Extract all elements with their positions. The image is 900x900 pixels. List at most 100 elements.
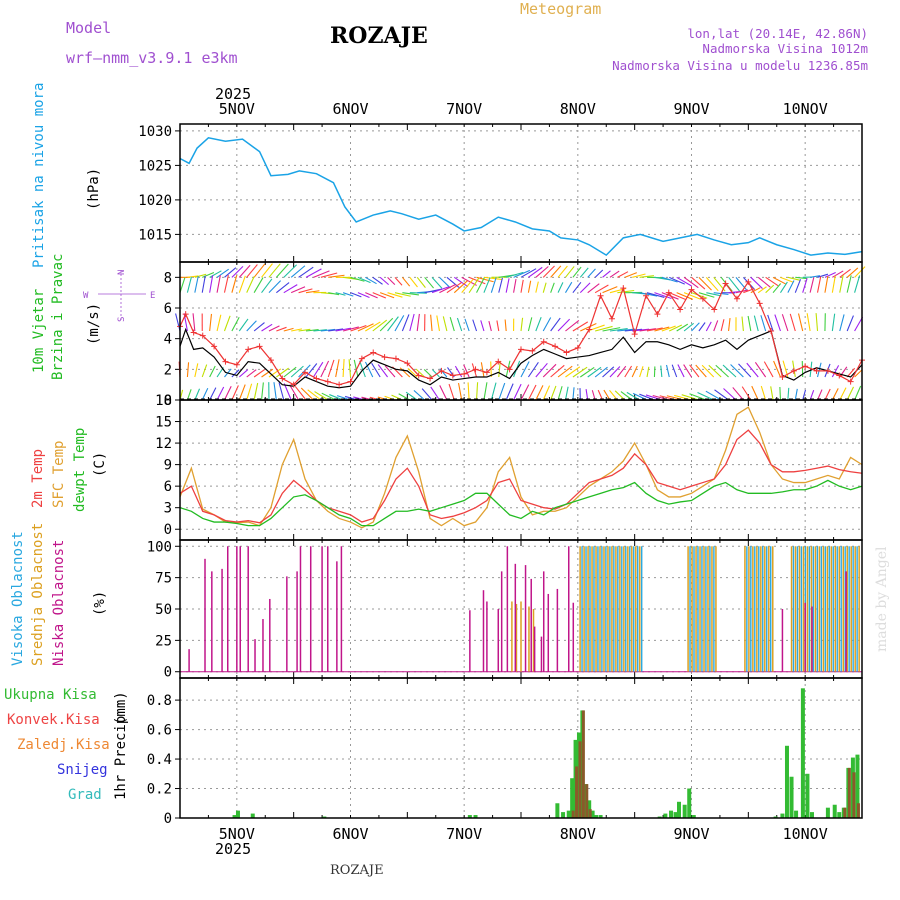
wind-barb [528, 266, 543, 278]
y-tick-label: 25 [155, 633, 172, 649]
model-name: wrf—nmm_v3.9.1 e3km [66, 49, 238, 67]
gust-point [847, 378, 854, 385]
wind-barb [194, 363, 199, 378]
precip-total-bar [805, 773, 810, 818]
y-tick-label: 0.4 [147, 752, 172, 768]
wind-barb [187, 275, 199, 278]
wind-barb [342, 359, 345, 378]
wind-barb [631, 365, 638, 378]
wind-barb [498, 277, 503, 293]
wind-barb [624, 272, 637, 278]
gust-point [381, 354, 388, 361]
wind-barb [691, 276, 706, 290]
bottom-day-label: 7NOV [446, 825, 482, 843]
wind-barb [276, 326, 287, 332]
wind-barb [824, 272, 836, 278]
wind-barb [261, 368, 274, 378]
wind-barb [453, 280, 468, 294]
wind-barb [194, 276, 199, 293]
pressure-line [179, 136, 863, 257]
credit-watermark: made by Angel [874, 546, 890, 652]
wind-barb [639, 366, 644, 378]
wind-barb [770, 386, 774, 401]
wind-barb [327, 359, 335, 378]
wind-barb [496, 320, 500, 332]
wind-barb [261, 278, 273, 293]
wind-barb [268, 280, 282, 294]
wind-barb [342, 326, 359, 332]
wind-barb [765, 284, 775, 294]
wind-barb [448, 383, 455, 401]
wind-barb [201, 275, 206, 293]
wind-barb [431, 276, 443, 289]
y-tick-label: 1030 [138, 124, 172, 140]
wind-barb [421, 388, 433, 401]
y-tick-label: 2 [164, 362, 172, 378]
wind-barb [697, 392, 714, 401]
wind-barb [401, 314, 410, 332]
wind-barb [328, 274, 345, 278]
wind-barb [209, 313, 213, 332]
wind-barb [587, 366, 602, 378]
wind-barb [401, 276, 411, 287]
wind-barb [520, 279, 524, 293]
wind-barb [432, 369, 440, 378]
gust-point [449, 372, 456, 379]
wind-barb [353, 359, 359, 378]
precip-total-bar [570, 778, 575, 818]
wind-barb [313, 329, 327, 332]
wind-barb [490, 382, 497, 401]
gust-point [506, 366, 513, 373]
bottom-day-label: 9NOV [673, 825, 709, 843]
precip-total-bar [250, 813, 255, 818]
compass-w: W [83, 291, 89, 301]
y-tick-label: 8 [164, 270, 172, 286]
wind-barb [480, 362, 485, 378]
wind-barb [676, 323, 689, 332]
precip-total-bar [687, 788, 692, 818]
wind-barb [772, 283, 782, 294]
wind-barb [760, 385, 767, 401]
panels: 1015102010251030024680369121518025507510… [138, 123, 866, 827]
wind-barb [348, 359, 352, 378]
wind-barb [854, 369, 863, 378]
wind-barb [839, 275, 844, 293]
wind-barb [290, 265, 306, 278]
wind-barb [750, 276, 763, 289]
wind-barb [335, 359, 340, 378]
wind-barb [542, 317, 552, 332]
wind-barb [305, 268, 322, 278]
wind-barb [542, 265, 555, 278]
precip-total-bar [794, 810, 799, 818]
meteogram-title: Meteogram [520, 0, 601, 18]
wind-barb [714, 389, 729, 401]
wind-barb [572, 321, 589, 332]
wind-barb [741, 316, 744, 332]
wind-barb [504, 319, 507, 332]
wind-barb [246, 320, 257, 332]
wind-barb [476, 277, 485, 293]
wind-barb [238, 384, 246, 401]
wind-barb [585, 389, 589, 401]
wind-barb [787, 387, 790, 401]
panel-border [179, 677, 863, 819]
precip-label-conv: Konvek.Kisa [7, 712, 100, 728]
bottom-day-label: 6NOV [332, 825, 368, 843]
gust-point [404, 360, 411, 367]
wind-barb [431, 286, 450, 294]
wind-barb [253, 382, 259, 401]
wind-barb [238, 264, 251, 278]
precip-label-snow: Snijeg [57, 762, 108, 778]
wind-barb [387, 292, 403, 298]
precip-label-hail: Grad [68, 787, 102, 803]
gust-point [182, 311, 189, 318]
wind-barb [268, 325, 280, 332]
wind-barb [201, 387, 209, 401]
wind-barb [794, 388, 798, 401]
wind-barb [449, 317, 455, 332]
gust-point [267, 357, 274, 364]
wind-barb [490, 277, 497, 293]
gust-point [836, 372, 843, 379]
wind-barb [597, 389, 604, 401]
wind-barb [730, 364, 744, 378]
